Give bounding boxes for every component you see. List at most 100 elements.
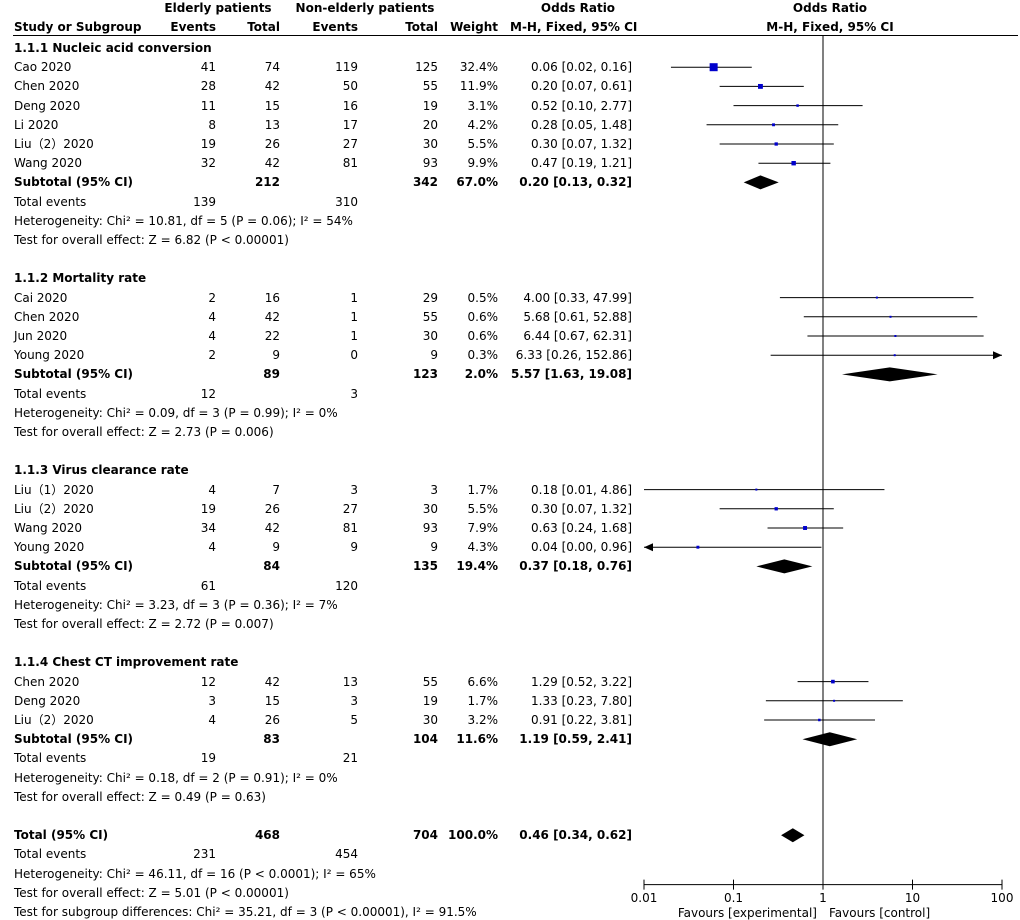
- study-total2: 55: [422, 79, 438, 94]
- subtotal-diamond-3: [802, 732, 858, 747]
- study-or-ci: 0.28 [0.05, 1.48]: [531, 117, 632, 132]
- study-total1: 22: [264, 329, 280, 343]
- study-name: Jun 2020: [14, 329, 68, 343]
- study-weight: 1.7%: [467, 482, 499, 497]
- subtotal-weight: 2.0%: [464, 367, 498, 382]
- subtotal-total2: 104: [412, 732, 438, 747]
- study-3-2-marker: [818, 718, 821, 722]
- study-1-3-ci-arrow-right: [993, 351, 1002, 360]
- study-total2: 30: [422, 501, 438, 516]
- study-events1: 4: [208, 713, 216, 727]
- total-events2: 21: [342, 751, 358, 766]
- subgroup-title: 1.1.2 Mortality rate: [14, 271, 147, 286]
- study-0-2-marker: [796, 104, 799, 107]
- study-events1: 19: [200, 501, 216, 516]
- study-name: Cai 2020: [14, 290, 68, 305]
- study-or-ci: 0.20 [0.07, 0.61]: [531, 79, 632, 94]
- study-events2: 1: [350, 290, 358, 305]
- study-total1: 42: [264, 79, 280, 94]
- study-weight: 9.9%: [467, 156, 499, 171]
- study-or-ci: 1.29 [0.52, 3.22]: [531, 674, 632, 689]
- study-events1: 4: [208, 329, 216, 343]
- total-diamond: [781, 828, 805, 843]
- subtotal-diamond-0: [743, 175, 779, 190]
- subtotal-total2: 342: [412, 175, 438, 190]
- study-events1: 34: [200, 521, 216, 535]
- subtotal-label: Subtotal (95% CI): [14, 559, 134, 574]
- study-events1: 28: [200, 79, 216, 94]
- study-name: Wang 2020: [14, 156, 83, 171]
- study-events2: 1: [350, 329, 358, 343]
- events2-header: Events: [312, 20, 358, 34]
- study-total2: 93: [422, 156, 438, 171]
- subtotal-total1: 212: [254, 175, 280, 190]
- study-weight: 11.9%: [459, 79, 498, 94]
- grand-total-events1: 231: [193, 847, 216, 862]
- study-2-3-ci-arrow-left: [644, 543, 653, 552]
- header-underline: [13, 35, 1018, 36]
- subtotal-label: Subtotal (95% CI): [14, 175, 134, 190]
- study-2-0-marker: [755, 488, 758, 491]
- study-name: Deng 2020: [14, 693, 81, 708]
- study-name: Chen 2020: [14, 309, 80, 324]
- study-events2: 3: [350, 482, 358, 497]
- study-or-ci: 6.44 [0.67, 62.31]: [523, 329, 632, 343]
- subgroup-title: 1.1.3 Virus clearance rate: [14, 463, 189, 478]
- or-title-right: Odds Ratio: [792, 1, 868, 15]
- study-total1: 15: [264, 693, 280, 708]
- study-weight: 1.7%: [467, 693, 499, 708]
- study-events1: 4: [208, 482, 216, 497]
- study-name: Chen 2020: [14, 674, 80, 689]
- study-or-ci: 0.52 [0.10, 2.77]: [531, 98, 632, 113]
- study-total2: 55: [422, 674, 438, 689]
- or-title-left: Odds Ratio: [540, 1, 616, 15]
- study-events1: 2: [208, 290, 216, 305]
- subtotal-weight: 19.4%: [456, 559, 498, 574]
- study-or-ci: 0.91 [0.22, 3.81]: [531, 713, 632, 727]
- study-weight: 5.5%: [467, 501, 499, 516]
- total-events2: 3: [350, 386, 358, 401]
- subtotal-weight: 11.6%: [456, 732, 498, 747]
- study-or-ci: 0.04 [0.00, 0.96]: [531, 540, 632, 555]
- total-or-ci: 0.46 [0.34, 0.62]: [519, 828, 632, 843]
- group1-header: Elderly patients: [164, 1, 272, 15]
- study-or-ci: 0.30 [0.07, 1.32]: [531, 137, 632, 151]
- total-weight: 100.0%: [448, 828, 498, 843]
- study-2-3-marker: [696, 545, 700, 549]
- study-total2: 20: [422, 117, 438, 132]
- total-events1: 12: [200, 386, 216, 401]
- x-tick-label: 0.1: [723, 890, 744, 905]
- total1-header: Total: [247, 20, 280, 34]
- study-weight: 3.1%: [467, 98, 499, 113]
- study-total2: 19: [422, 98, 438, 113]
- study-name: Liu（2）2020: [14, 137, 94, 151]
- study-total1: 26: [264, 137, 280, 151]
- study-events2: 9: [350, 540, 358, 555]
- study-weight: 0.5%: [467, 290, 499, 305]
- study-total2: 19: [422, 693, 438, 708]
- total-events1: 61: [200, 578, 216, 593]
- total-events-label: Total events: [14, 194, 87, 209]
- study-events1: 8: [208, 117, 216, 132]
- study-name: Young 2020: [14, 348, 85, 363]
- study-or-ci: 5.68 [0.61, 52.88]: [523, 309, 632, 324]
- study-name: Liu（1）2020: [14, 482, 94, 497]
- study-events2: 119: [335, 60, 358, 75]
- study-total1: 9: [272, 348, 280, 363]
- or-method-left: M-H, Fixed, 95% CI: [510, 20, 638, 34]
- favours-right-label: Favours [control]: [829, 905, 931, 920]
- study-events2: 27: [342, 501, 358, 516]
- study-total1: 42: [264, 156, 280, 171]
- study-or-ci: 6.33 [0.26, 152.86]: [515, 348, 632, 363]
- subtotal-total1: 84: [263, 559, 280, 574]
- study-total1: 15: [264, 98, 280, 113]
- study-events2: 13: [342, 674, 358, 689]
- study-3-1-marker: [833, 699, 836, 702]
- subtotal-or-ci: 0.37 [0.18, 0.76]: [519, 559, 632, 574]
- total-events-label: Total events: [14, 386, 87, 401]
- study-weight: 32.4%: [459, 60, 498, 75]
- total-events-label: Total events: [14, 751, 87, 766]
- subtotal-total1: 83: [263, 732, 280, 747]
- study-name: Cao 2020: [14, 60, 72, 75]
